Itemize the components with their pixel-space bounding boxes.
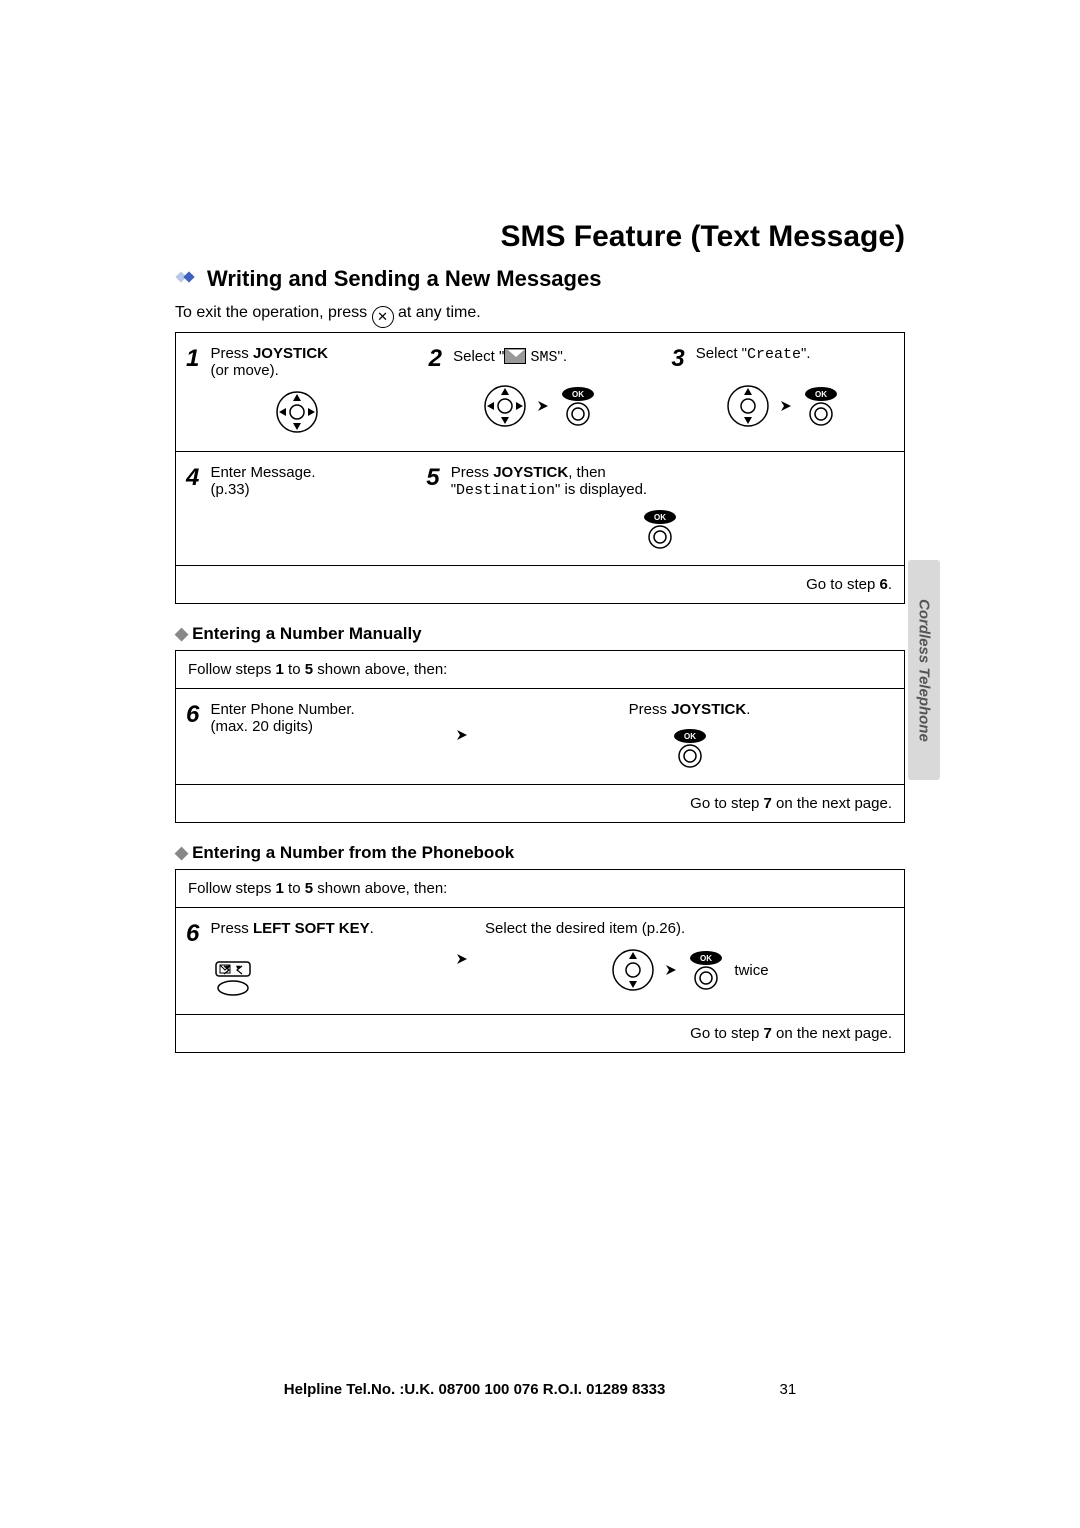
- ok-button-icon: OK: [801, 386, 841, 426]
- joystick-icon: [274, 389, 320, 435]
- step-text: Enter Phone Number. (max. 20 digits): [210, 701, 454, 735]
- phonebook-heading: ◆Entering a Number from the Phonebook: [175, 843, 905, 863]
- goto-step-7b: Go to step 7 on the next page.: [176, 1015, 904, 1052]
- softkey-icon: [210, 958, 256, 998]
- step-4: 4 Enter Message. (p.33): [176, 452, 416, 565]
- step-number: 4: [186, 464, 206, 492]
- diamond-icon: ◆: [175, 624, 188, 643]
- step-number: 2: [429, 345, 449, 373]
- manual-box: Follow steps 1 to 5 shown above, then: 6…: [175, 650, 905, 823]
- step-text: Enter Message. (p.33): [210, 464, 405, 498]
- phonebook-step-6: 6 Press LEFT SOFT KEY.: [176, 908, 904, 1015]
- ok-button-icon: OK: [670, 728, 710, 768]
- follow-steps-text: Follow steps 1 to 5 shown above, then:: [176, 651, 904, 689]
- side-tab-label: Cordless Telephone: [916, 599, 933, 742]
- step-1: 1 Press JOYSTICK (or move).: [176, 333, 419, 451]
- twice-label: twice: [734, 962, 768, 979]
- step-3: 3 Select "Create". OK: [661, 333, 904, 451]
- select-item-text: Select the desired item (p.26).: [485, 920, 894, 937]
- ok-button-icon: OK: [640, 509, 680, 549]
- helpline-text: Helpline Tel.No. :U.K. 08700 100 076 R.O…: [284, 1381, 666, 1398]
- svg-text:OK: OK: [700, 954, 712, 963]
- svg-text:OK: OK: [815, 390, 827, 399]
- goto-step-6: Go to step 6.: [176, 566, 904, 603]
- envelope-icon: [504, 348, 526, 364]
- step-text: Press JOYSTICK, then "Destination" is di…: [451, 464, 894, 499]
- joystick-updown-icon: [725, 383, 771, 429]
- press-joystick-label: Press JOYSTICK.: [485, 701, 894, 718]
- joystick-icon: [482, 383, 528, 429]
- diamond-icon: [175, 269, 201, 290]
- exit-icon: ✕: [372, 306, 394, 328]
- step-number: 6: [186, 920, 206, 948]
- ok-button-icon: OK: [686, 950, 726, 990]
- step-5: 5 Press JOYSTICK, then "Destination" is …: [416, 452, 904, 565]
- follow-steps-text: Follow steps 1 to 5 shown above, then:: [176, 870, 904, 908]
- arrow-icon: [455, 952, 469, 966]
- step-text: Select " SMS".: [453, 345, 651, 366]
- step-number: 6: [186, 701, 206, 729]
- arrow-icon: [536, 399, 550, 413]
- section-heading: Writing and Sending a New Messages: [175, 266, 905, 292]
- step-2: 2 Select " SMS". OK: [419, 333, 662, 451]
- step-text: Press JOYSTICK (or move).: [210, 345, 408, 379]
- step-text: Press LEFT SOFT KEY.: [210, 920, 454, 937]
- side-tab: Cordless Telephone: [908, 560, 940, 780]
- arrow-icon: [455, 728, 469, 742]
- page-number: 31: [780, 1381, 797, 1398]
- exit-suffix: at any time.: [398, 304, 481, 321]
- manual-step-6: 6 Enter Phone Number. (max. 20 digits) P…: [176, 689, 904, 785]
- step-number: 3: [671, 345, 691, 373]
- page-footer: Helpline Tel.No. :U.K. 08700 100 076 R.O…: [0, 1381, 1080, 1398]
- manual-heading: ◆Entering a Number Manually: [175, 624, 905, 644]
- step-text: Select "Create".: [696, 345, 894, 363]
- arrow-icon: [664, 963, 678, 977]
- main-steps-box: 1 Press JOYSTICK (or move). 2 Selec: [175, 332, 905, 604]
- step-number: 5: [426, 464, 446, 492]
- phonebook-box: Follow steps 1 to 5 shown above, then: 6…: [175, 869, 905, 1053]
- goto-step-7a: Go to step 7 on the next page.: [176, 785, 904, 822]
- arrow-icon: [779, 399, 793, 413]
- svg-text:OK: OK: [684, 732, 696, 741]
- exit-instruction: To exit the operation, press ✕ at any ti…: [175, 302, 905, 324]
- section-title: Writing and Sending a New Messages: [207, 266, 601, 292]
- ok-button-icon: OK: [558, 386, 598, 426]
- page-title: SMS Feature (Text Message): [175, 220, 905, 254]
- svg-text:OK: OK: [572, 390, 584, 399]
- joystick-updown-icon: [610, 947, 656, 993]
- svg-text:OK: OK: [654, 513, 666, 522]
- step-number: 1: [186, 345, 206, 373]
- diamond-icon: ◆: [175, 843, 188, 862]
- exit-prefix: To exit the operation, press: [175, 304, 372, 321]
